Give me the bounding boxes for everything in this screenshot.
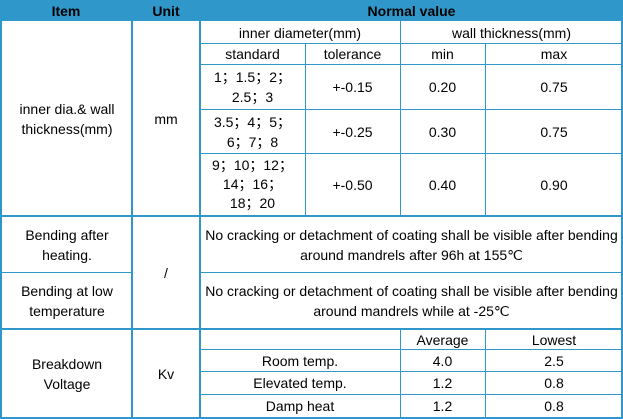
grid-line — [485, 43, 486, 215]
subheader-tolerance: tolerance — [323, 45, 382, 62]
grid-line — [199, 0, 201, 419]
wall-thickness-header: wall thickness(mm) — [451, 24, 571, 41]
dimension-row-2-standard: 3.5；4；5； 6；7；8 — [200, 110, 305, 154]
breakdown-label: Breakdown Voltage — [31, 355, 103, 392]
standard-line: 14；16； — [222, 176, 283, 192]
breakdown-row-1-average: 4.0 — [432, 352, 453, 369]
dimension-row-3-max: 0.90 — [540, 176, 568, 193]
standard-line: 18；20 — [229, 195, 276, 211]
header-normal-value: Normal value — [367, 2, 456, 19]
dimension-row-2-min: 0.30 — [428, 124, 457, 140]
dimension-label: inner dia.& wall thickness(mm) — [19, 100, 115, 137]
dimension-row-1-standard: 1；1.5；2； 2.5；3 — [200, 65, 305, 109]
grid-line — [0, 0, 2, 419]
grid-line — [200, 43, 623, 44]
grid-line — [131, 0, 133, 419]
grid-line — [200, 109, 623, 110]
dimension-row-3-min: 0.40 — [428, 176, 457, 193]
standard-line: 2.5；3 — [231, 89, 274, 105]
dimension-row-3-tolerance: +-0.50 — [332, 176, 373, 193]
header-unit: Unit — [152, 2, 180, 19]
breakdown-col-average: Average — [416, 332, 469, 348]
breakdown-row-3-lowest: 0.8 — [544, 398, 564, 414]
dimension-row-1-min: 0.20 — [428, 79, 457, 95]
grid-line — [200, 64, 623, 65]
bending-unit: / — [164, 264, 168, 281]
grid-line — [0, 417, 623, 419]
header-item: Item — [51, 2, 81, 19]
grid-line — [0, 215, 623, 217]
breakdown-row-2-condition: Elevated temp. — [253, 375, 347, 391]
bending-low-temp-value: No cracking or detachment of coating sha… — [205, 282, 618, 319]
standard-line: 1；1.5；2； — [213, 69, 292, 85]
breakdown-col-lowest: Lowest — [531, 332, 577, 348]
inner-diameter-header: inner diameter(mm) — [238, 24, 362, 41]
grid-line — [621, 0, 623, 419]
grid-line — [400, 330, 401, 418]
dimension-row-2-max: 0.75 — [540, 124, 568, 140]
dimension-row-2-tolerance: +-0.25 — [332, 124, 373, 140]
breakdown-unit: Kv — [157, 365, 175, 382]
grid-line — [200, 371, 623, 372]
subheader-max: max — [540, 45, 568, 62]
grid-line — [305, 43, 306, 215]
grid-line — [0, 328, 623, 330]
grid-line — [0, 272, 132, 273]
breakdown-row-3-average: 1.2 — [432, 398, 453, 414]
grid-line — [200, 394, 623, 395]
subheader-min: min — [431, 45, 454, 62]
bending-after-heating-value: No cracking or detachment of coating sha… — [205, 226, 618, 263]
grid-line — [200, 272, 623, 273]
breakdown-row-2-average: 1.2 — [432, 375, 453, 391]
subheader-standard: standard — [225, 45, 280, 62]
breakdown-row-1-lowest: 2.5 — [544, 352, 564, 369]
bending-after-heating-label: Bending after heating. — [25, 226, 109, 263]
breakdown-row-3-condition: Damp heat — [265, 398, 335, 414]
dimension-row-1-tolerance: +-0.15 — [332, 79, 373, 95]
header-band — [0, 0, 623, 21]
dimension-row-1-max: 0.75 — [540, 79, 568, 95]
standard-line: 6；7；8 — [226, 134, 279, 150]
standard-line: 9；10；12； — [212, 157, 293, 173]
dimension-unit: mm — [154, 110, 178, 127]
grid-line — [200, 349, 623, 350]
bending-low-temp-label: Bending at low temperature — [21, 282, 113, 319]
grid-line — [485, 330, 486, 418]
grid-line — [200, 153, 623, 154]
grid-line — [400, 21, 401, 215]
standard-line: 3.5；4；5； — [213, 114, 292, 130]
breakdown-row-2-lowest: 0.8 — [544, 375, 564, 391]
dimension-row-3-standard: 9；10；12； 14；16； 18；20 — [200, 154, 305, 215]
breakdown-row-1-condition: Room temp. — [261, 352, 339, 369]
